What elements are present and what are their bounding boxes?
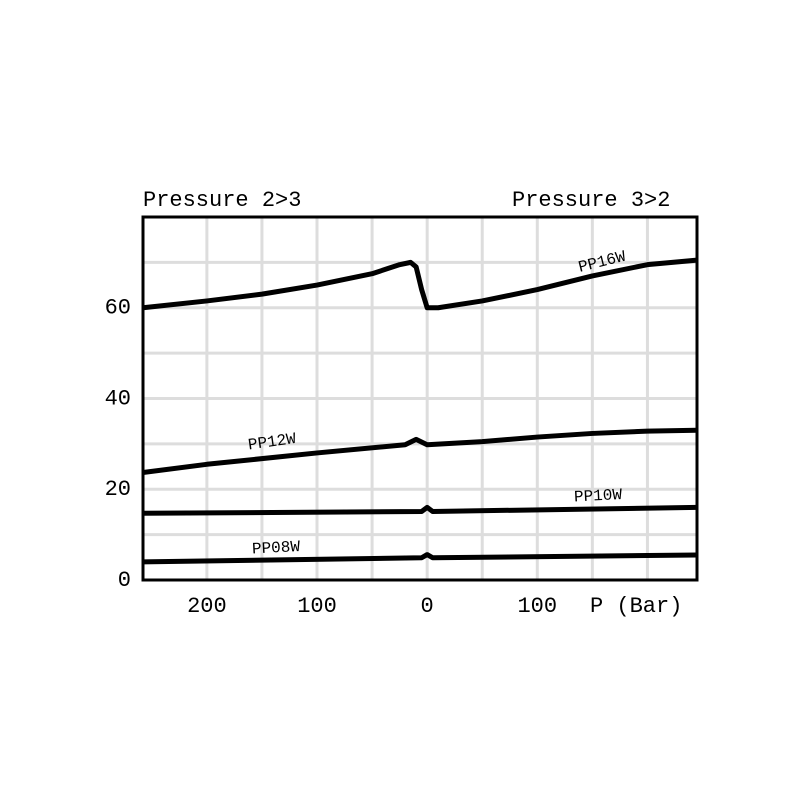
y-tick-label: 60 [105,296,131,321]
series-line [142,552,698,565]
series-line [142,257,698,311]
title-right: Pressure 3>2 [512,188,670,213]
y-tick-label: 20 [105,477,131,502]
series-line [142,427,698,475]
series-label: PP08W [252,538,301,559]
x-tick-label: 100 [297,594,337,619]
grid [143,217,697,580]
x-axis-label: P (Bar) [590,594,682,619]
series-label: PP12W [247,430,297,455]
x-tick-label: 100 [517,594,557,619]
y-tick-label: 0 [118,568,131,593]
series-line [142,504,698,516]
y-tick-label: 40 [105,386,131,411]
labels: Pressure 2>3 Pressure 3>2 P (Bar) [143,188,682,619]
x-tick-label: 0 [421,594,434,619]
series-label: PP10W [574,486,623,507]
title-left: Pressure 2>3 [143,188,301,213]
x-tick-label: 200 [187,594,227,619]
